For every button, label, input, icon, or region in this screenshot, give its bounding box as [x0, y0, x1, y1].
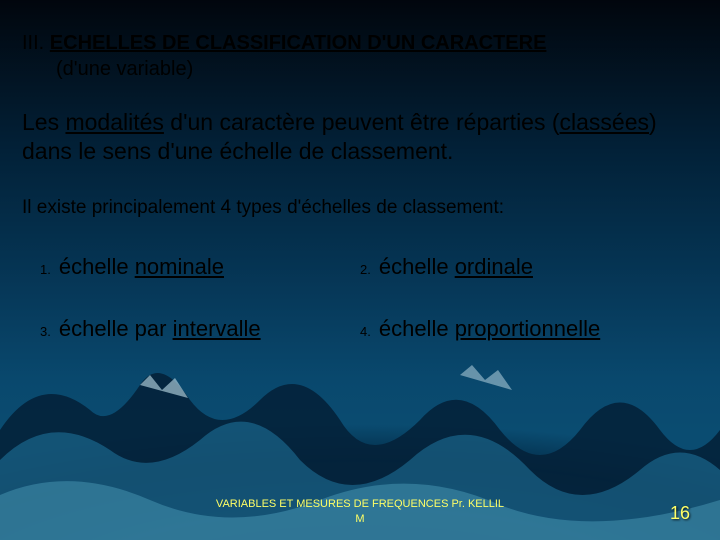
- items-grid: 1. échelle nominale 2. échelle ordinale …: [22, 254, 698, 342]
- heading-title: ECHELLES DE CLASSIFICATION D'UN CARACTER…: [50, 32, 547, 54]
- item-text: échelle nominale: [59, 254, 224, 280]
- item-text: échelle par intervalle: [59, 316, 261, 342]
- slide-heading: III. ECHELLES DE CLASSIFICATION D'UN CAR…: [22, 30, 698, 82]
- p1-mid1: d'un caractère peuvent être réparties (: [164, 109, 560, 135]
- p1-u1: modalités: [65, 109, 163, 135]
- paragraph-1: Les modalités d'un caractère peuvent êtr…: [22, 108, 698, 166]
- page-number: 16: [670, 503, 690, 524]
- slide-content: III. ECHELLES DE CLASSIFICATION D'UN CAR…: [0, 0, 720, 342]
- item-number: 2.: [360, 262, 371, 277]
- footer-line-1: VARIABLES ET MESURES DE FREQUENCES Pr. K…: [0, 497, 720, 511]
- heading-roman: III.: [22, 32, 44, 54]
- slide-footer: VARIABLES ET MESURES DE FREQUENCES Pr. K…: [0, 497, 720, 526]
- heading-subtitle: (d'une variable): [22, 56, 698, 82]
- item-number: 3.: [40, 324, 51, 339]
- list-item: 3. échelle par intervalle: [40, 316, 340, 342]
- footer-line-2: M: [0, 512, 720, 526]
- item-text: échelle proportionnelle: [379, 316, 600, 342]
- p1-pre: Les: [22, 109, 65, 135]
- item-number: 1.: [40, 262, 51, 277]
- item-text: échelle ordinale: [379, 254, 533, 280]
- paragraph-2: Il existe principalement 4 types d'échel…: [22, 196, 698, 221]
- list-item: 4. échelle proportionnelle: [360, 316, 700, 342]
- list-item: 1. échelle nominale: [40, 254, 340, 280]
- item-number: 4.: [360, 324, 371, 339]
- list-item: 2. échelle ordinale: [360, 254, 700, 280]
- p1-u2: classées: [560, 109, 649, 135]
